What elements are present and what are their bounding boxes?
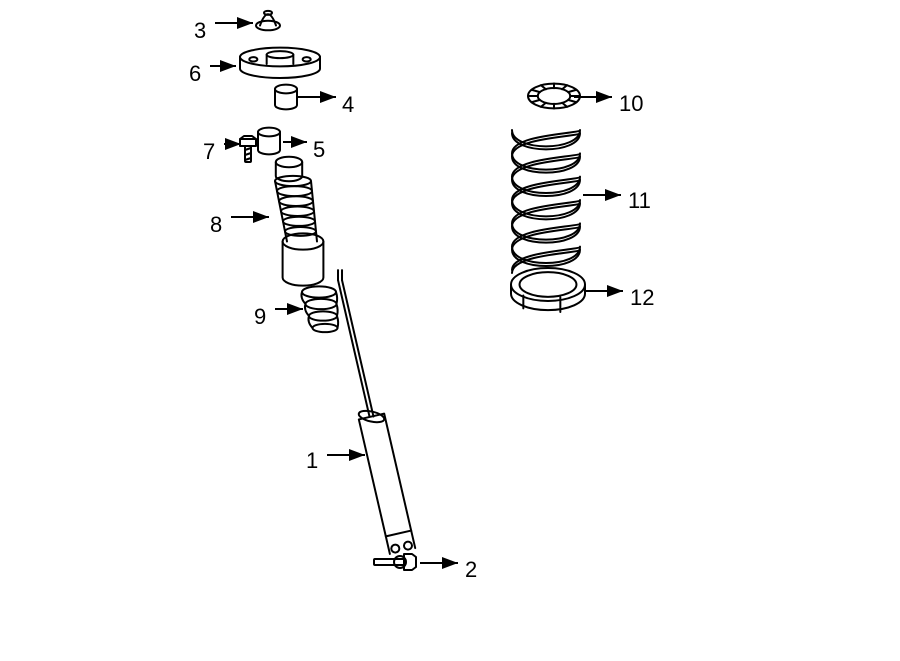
callout-label-12: 12 xyxy=(630,285,654,311)
callout-label-5: 5 xyxy=(313,137,325,163)
part-spacer-upper xyxy=(275,85,297,110)
part-bolt-lower xyxy=(374,554,416,570)
part-bolt-top xyxy=(240,136,256,162)
part-spring-seat-top xyxy=(528,84,580,109)
callout-label-6: 6 xyxy=(189,61,201,87)
callout-label-3: 3 xyxy=(194,18,206,44)
callout-label-9: 9 xyxy=(254,304,266,330)
callout-label-8: 8 xyxy=(210,212,222,238)
part-bump-stop xyxy=(301,286,338,332)
part-shock-absorber xyxy=(338,270,415,554)
callout-label-1: 1 xyxy=(306,448,318,474)
part-cap-nut xyxy=(256,11,280,30)
callout-label-2: 2 xyxy=(465,557,477,583)
part-coil-spring xyxy=(512,130,580,273)
callout-label-10: 10 xyxy=(619,91,643,117)
part-spring-seat-bot xyxy=(511,268,585,312)
diagram-stage: 123456789101112 xyxy=(0,0,900,661)
callout-label-11: 11 xyxy=(628,188,651,214)
callout-label-7: 7 xyxy=(203,139,215,165)
diagram-svg xyxy=(0,0,900,661)
part-spacer-lower xyxy=(258,128,280,155)
part-upper-mount xyxy=(240,48,320,78)
part-dust-boot xyxy=(275,157,323,286)
callout-label-4: 4 xyxy=(342,92,354,118)
